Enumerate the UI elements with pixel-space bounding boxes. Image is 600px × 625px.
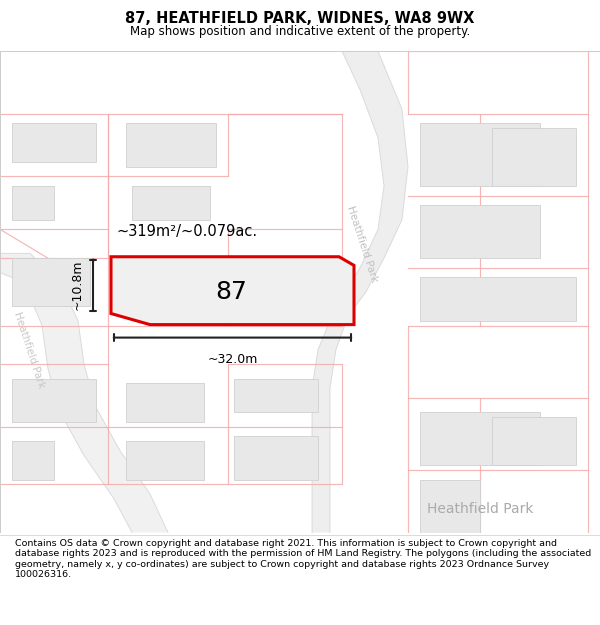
Bar [234, 379, 318, 412]
Text: 87, HEATHFIELD PARK, WIDNES, WA8 9WX: 87, HEATHFIELD PARK, WIDNES, WA8 9WX [125, 11, 475, 26]
Bar [12, 441, 54, 479]
Polygon shape [111, 257, 354, 324]
Polygon shape [0, 253, 168, 532]
Bar [420, 412, 540, 465]
Bar [126, 441, 204, 479]
Bar [12, 258, 90, 306]
Bar [492, 417, 576, 465]
Bar [420, 479, 480, 532]
Text: Heathfield Park: Heathfield Park [427, 502, 533, 516]
Bar [12, 124, 96, 162]
Bar [126, 383, 204, 422]
Bar [126, 124, 216, 167]
Bar [12, 379, 96, 422]
Bar [420, 124, 540, 186]
Bar [420, 278, 576, 321]
Bar [12, 186, 54, 219]
Text: 87: 87 [215, 280, 247, 304]
Bar [492, 128, 576, 186]
Text: Heathfield Park: Heathfield Park [12, 310, 46, 389]
Text: Map shows position and indicative extent of the property.: Map shows position and indicative extent… [130, 26, 470, 39]
Text: ~32.0m: ~32.0m [208, 353, 257, 366]
Text: Heathfield Park: Heathfield Park [345, 204, 379, 283]
Text: Contains OS data © Crown copyright and database right 2021. This information is : Contains OS data © Crown copyright and d… [15, 539, 591, 579]
Bar [234, 436, 318, 479]
Text: ~319m²/~0.079ac.: ~319m²/~0.079ac. [117, 224, 258, 239]
Bar [132, 186, 210, 219]
Text: ~10.8m: ~10.8m [71, 260, 84, 311]
Polygon shape [312, 51, 408, 532]
Bar [420, 205, 540, 258]
